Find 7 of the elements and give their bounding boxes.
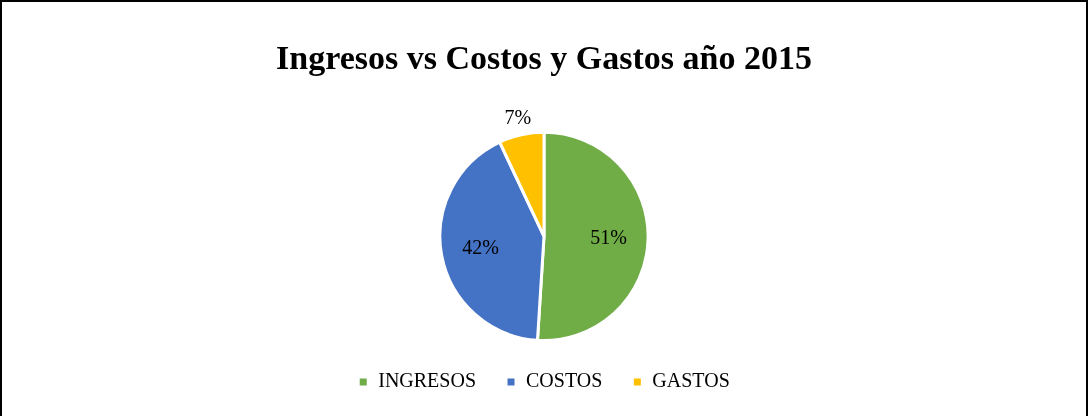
legend-label: GASTOS — [652, 369, 730, 392]
data-label: 51% — [590, 225, 627, 248]
chart-title: Ingresos vs Costos y Gastos año 2015 — [276, 39, 812, 77]
legend-label: COSTOS — [526, 369, 603, 392]
data-label: 42% — [462, 235, 499, 258]
data-label: 7% — [504, 106, 532, 129]
legend-label: INGRESOS — [378, 369, 477, 392]
